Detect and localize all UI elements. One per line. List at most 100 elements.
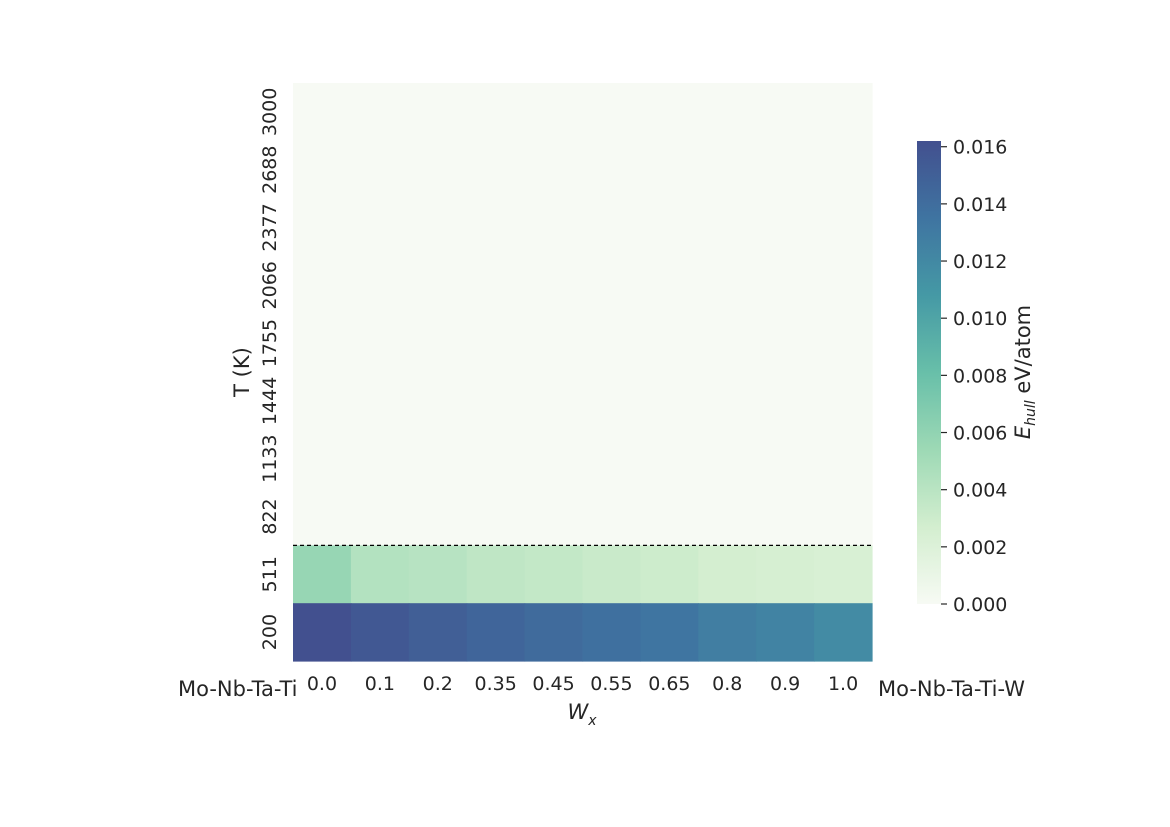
- heatmap-cell: [814, 487, 873, 546]
- heatmap-cell: [756, 198, 815, 257]
- heatmap-cell: [524, 603, 584, 662]
- heatmap-cell: [582, 140, 641, 200]
- heatmap-cell: [756, 372, 815, 431]
- heatmap-cell: [582, 372, 641, 431]
- heatmap-cell: [814, 314, 873, 373]
- heatmap-cell: [350, 83, 410, 142]
- heatmap-cell: [640, 83, 699, 142]
- heatmap-cell: [582, 429, 641, 489]
- colorbar-tick-label: 0.016: [953, 137, 1007, 159]
- heatmap-cell: [466, 429, 526, 489]
- x-tick-label: 0.0: [307, 673, 337, 695]
- x-axis-label: Wx: [567, 700, 597, 729]
- heatmap-cell: [640, 256, 699, 315]
- heatmap-cell: [293, 372, 352, 431]
- heatmap-cell: [756, 603, 815, 662]
- heatmap-cell: [350, 372, 410, 431]
- heatmap-cell: [350, 487, 410, 546]
- heatmap-cell: [524, 545, 584, 604]
- y-tick-label: 1444: [259, 377, 281, 425]
- heatmap-cell: [640, 140, 699, 200]
- colorbar-label: Ehull eV/atom: [1011, 305, 1039, 439]
- y-tick-label: 822: [259, 498, 281, 534]
- heatmap-cell: [814, 603, 873, 662]
- heatmap-cell: [814, 198, 873, 257]
- heatmap-cell: [756, 429, 815, 489]
- heatmap-cell: [698, 372, 757, 431]
- y-tick-label: 3000: [259, 88, 281, 136]
- heatmap-cell: [524, 256, 584, 315]
- y-tick-label: 2688: [259, 146, 281, 194]
- heatmap-cell: [524, 429, 584, 489]
- heatmap-cell: [524, 83, 584, 142]
- heatmap-cell: [698, 429, 757, 489]
- heatmap-cell: [524, 487, 584, 546]
- y-tick-label: 2066: [259, 261, 281, 309]
- heatmap-cell: [408, 83, 468, 142]
- y-tick-label: 1133: [259, 435, 281, 483]
- heatmap-cell: [640, 314, 699, 373]
- heatmap-cell: [408, 429, 468, 489]
- heatmap-cell: [524, 372, 584, 431]
- heatmap-cell: [698, 487, 757, 546]
- heatmap-cell: [698, 603, 757, 662]
- colorbar-tick-label: 0.000: [953, 594, 1007, 616]
- y-tick-label: 1755: [259, 319, 281, 367]
- heatmap-cell: [756, 545, 815, 604]
- heatmap-cell: [524, 314, 584, 373]
- heatmap-cell: [814, 256, 873, 315]
- heatmap-cell: [350, 140, 410, 200]
- heatmap-cell: [524, 140, 584, 200]
- x-tick-label: 0.35: [474, 673, 516, 695]
- heatmap-cell: [293, 545, 352, 604]
- heatmap-cell: [293, 256, 352, 315]
- colorbar-tick-label: 0.004: [953, 480, 1007, 502]
- heatmap-cell: [293, 83, 352, 142]
- colorbar-tick-label: 0.014: [953, 194, 1007, 216]
- heatmap-cell: [408, 314, 468, 373]
- x-tick-label: 0.65: [648, 673, 690, 695]
- heatmap-cells: [293, 83, 873, 662]
- x-tick-label: 1.0: [828, 673, 858, 695]
- heatmap-cell: [466, 140, 526, 200]
- heatmap-cell: [814, 429, 873, 489]
- colorbar-ticks: 0.000 0.002 0.004 0.006 0.008 0.010 0.012 0.014…: [941, 137, 1007, 616]
- heatmap-cell: [293, 603, 352, 662]
- heatmap-cell: [293, 487, 352, 546]
- heatmap-cell: [640, 198, 699, 257]
- heatmap-cell: [466, 256, 526, 315]
- heatmap-cell: [466, 372, 526, 431]
- x-tick-label: 0.1: [365, 673, 395, 695]
- heatmap-cell: [582, 487, 641, 546]
- y-tick-label: 2377: [259, 203, 281, 251]
- heatmap-cell: [408, 256, 468, 315]
- heatmap-cell: [582, 314, 641, 373]
- right-end-label: Mo-Nb-Ta-Ti-W: [878, 677, 1025, 701]
- heatmap-cell: [350, 314, 410, 373]
- heatmap-cell: [814, 140, 873, 200]
- heatmap-cell: [814, 372, 873, 431]
- colorbar-tick-label: 0.002: [953, 537, 1007, 559]
- heatmap-cell: [408, 603, 468, 662]
- heatmap-cell: [350, 429, 410, 489]
- heatmap-cell: [640, 545, 699, 604]
- y-tick-labels: 3000 2688 2377 2066 1755 1444 1133 822 511 200: [259, 88, 281, 651]
- heatmap-cell: [698, 314, 757, 373]
- x-tick-label: 0.8: [712, 673, 742, 695]
- x-tick-label: 0.45: [532, 673, 574, 695]
- heatmap-cell: [350, 603, 410, 662]
- heatmap-cell: [524, 198, 584, 257]
- heatmap-cell: [350, 545, 410, 604]
- x-tick-label: 0.55: [590, 673, 632, 695]
- heatmap-cell: [293, 314, 352, 373]
- heatmap-cell: [408, 487, 468, 546]
- heatmap-cell: [466, 487, 526, 546]
- heatmap-cell: [698, 198, 757, 257]
- heatmap-cell: [814, 83, 873, 142]
- heatmap-cell: [466, 545, 526, 604]
- colorbar-tick-label: 0.008: [953, 365, 1007, 387]
- heatmap-cell: [408, 140, 468, 200]
- y-axis-label: T (K): [230, 347, 254, 398]
- heatmap-cell: [466, 603, 526, 662]
- heatmap-cell: [640, 603, 699, 662]
